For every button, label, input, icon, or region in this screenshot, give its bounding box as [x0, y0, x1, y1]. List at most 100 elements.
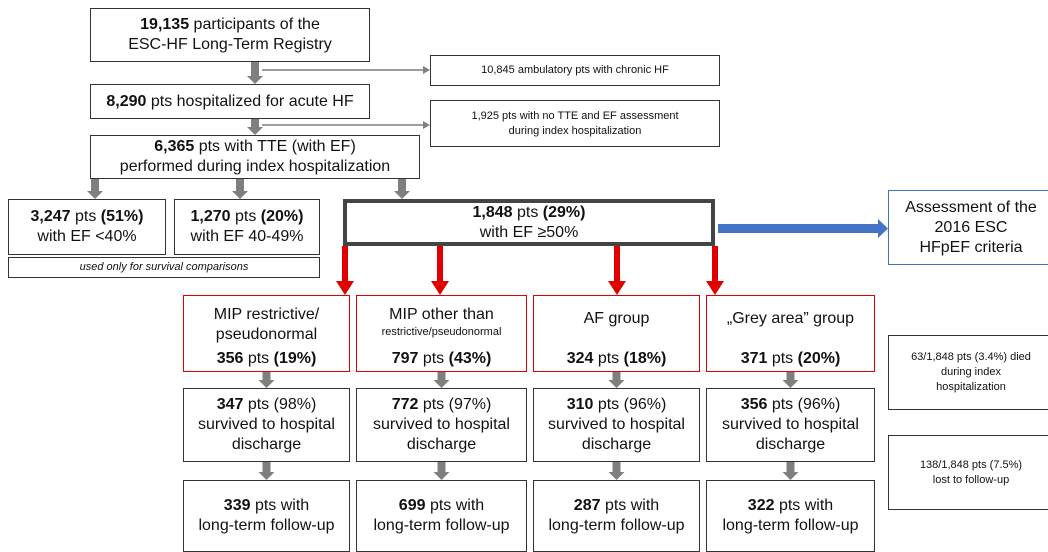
count: 8,290	[106, 92, 147, 110]
count: 3,247	[30, 208, 71, 225]
line: 10,845 ambulatory pts with chronic HF	[481, 64, 669, 76]
arrow-head	[433, 380, 450, 388]
arrow-head	[394, 191, 410, 199]
arrow-stem	[236, 179, 244, 191]
lost-box: 138/1,848 pts (7.5%) lost to follow-up	[888, 435, 1048, 510]
note-box: used only for survival comparisons	[8, 257, 320, 278]
line: survived to hospital	[722, 416, 859, 433]
count: 1,848	[472, 203, 513, 221]
arrow-stem	[342, 246, 348, 281]
line: during index hospitalization	[508, 124, 642, 137]
line: 8,290 pts hospitalized for acute HF	[106, 92, 353, 112]
line: discharge	[581, 436, 652, 453]
line: survived to hospital	[373, 416, 510, 433]
arrow-stem	[398, 179, 406, 191]
line: AF group	[583, 310, 650, 327]
arrow-stem	[718, 224, 878, 233]
line: 699 pts with	[399, 496, 484, 516]
arrow-stem	[437, 462, 446, 472]
arrow-stem	[612, 462, 621, 472]
arrow-stem	[786, 462, 795, 472]
percent: (29%)	[542, 203, 586, 221]
line: long-term follow-up	[548, 517, 685, 534]
line: survived to hospital	[548, 416, 685, 433]
line: 310 pts (96%)	[567, 395, 667, 415]
arrow-head	[431, 281, 449, 295]
line: 1,848 pts (29%)	[473, 203, 586, 223]
line: Assessment of the	[905, 198, 1037, 216]
line: with EF 40-49%	[190, 228, 304, 245]
line: long-term follow-up	[373, 517, 510, 534]
arrow-head	[232, 191, 248, 199]
percent: (19%)	[273, 350, 317, 367]
line: MIP restrictive/	[213, 306, 320, 323]
hospitalized-box: 8,290 pts hospitalized for acute HF	[90, 84, 370, 119]
line: MIP other than	[389, 306, 494, 323]
percent: (20%)	[797, 350, 841, 367]
line: discharge	[755, 436, 826, 453]
line: lost to follow-up	[932, 473, 1010, 486]
arrow-stem	[262, 462, 271, 472]
line: with EF ≥50%	[479, 223, 579, 241]
arrow-head	[706, 281, 724, 295]
text: pts	[593, 350, 624, 367]
line: 19,135 participants of the	[140, 15, 320, 35]
text: pts	[767, 350, 798, 367]
line: ESC-HF Long-Term Registry	[128, 36, 332, 53]
survived-box: 356 pts (96%) survived to hospital dischar…	[706, 388, 875, 462]
line: 797 pts (43%)	[392, 349, 492, 369]
line: long-term follow-up	[722, 517, 859, 534]
arrow-head	[782, 380, 799, 388]
line: hospitalization	[936, 381, 1006, 393]
ef-box: 1,848 pts (29%) with EF ≥50%	[343, 199, 715, 246]
followup-box: 322 pts with long-term follow-up	[706, 480, 875, 552]
count: 322	[747, 497, 775, 514]
count: 347	[216, 396, 244, 413]
arrow-stem	[437, 246, 443, 281]
count: 1,270	[190, 208, 231, 225]
arrow-head	[608, 472, 625, 480]
registry-box: 19,135 participants of the ESC-HF Long-T…	[90, 8, 370, 62]
group-name: MIP restrictive/pseudonormal	[214, 305, 320, 349]
arrow-head	[608, 281, 626, 295]
line: 324 pts (18%)	[567, 349, 667, 369]
text: pts	[230, 208, 261, 225]
line: „Grey area” group	[726, 310, 855, 327]
arrow-stem	[251, 119, 259, 127]
arrow-head	[336, 281, 354, 295]
line: 322 pts with	[748, 496, 833, 516]
group-box: „Grey area” group 371 pts (20%)	[706, 295, 875, 372]
text: pts with	[600, 497, 660, 514]
died-box: 63/1,848 pts (3.4%) died during index ho…	[888, 335, 1048, 410]
line: with EF <40%	[37, 228, 137, 245]
line: pseudonormal	[215, 326, 318, 343]
count: 310	[566, 396, 594, 413]
arrow-stem	[712, 246, 718, 281]
arrow-head	[433, 472, 450, 480]
line: 6,365 pts with TTE (with EF)	[154, 137, 356, 157]
text: pts with TTE (with EF)	[194, 138, 356, 155]
excluded-box: 10,845 ambulatory pts with chronic HF	[430, 55, 720, 86]
count: 356	[216, 350, 244, 367]
line: 356 pts (96%)	[741, 395, 841, 415]
arrow-head	[247, 76, 263, 84]
line: HFpEF criteria	[919, 238, 1023, 256]
line: discharge	[231, 436, 302, 453]
arrow-stem	[614, 246, 620, 281]
line: 1,925 pts with no TTE and EF assessment	[471, 109, 679, 122]
group-name: MIP other than restrictive/pseudonormal	[382, 305, 502, 349]
text: pts (96%)	[593, 396, 667, 413]
line: survived to hospital	[198, 416, 335, 433]
line: 1,270 pts (20%)	[191, 207, 304, 227]
line: 138/1,848 pts (7.5%)	[919, 458, 1023, 471]
survived-box: 772 pts (97%) survived to hospital dischar…	[356, 388, 527, 462]
line: 772 pts (97%)	[392, 395, 492, 415]
group-name: AF group	[584, 305, 650, 349]
arrow-stem	[786, 372, 795, 380]
line: 339 pts with	[224, 496, 309, 516]
tte-box: 6,365 pts with TTE (with EF) performed d…	[90, 135, 420, 179]
text: pts hospitalized for acute HF	[146, 92, 354, 110]
arrow-head	[423, 121, 430, 129]
arrow-head	[878, 219, 888, 238]
